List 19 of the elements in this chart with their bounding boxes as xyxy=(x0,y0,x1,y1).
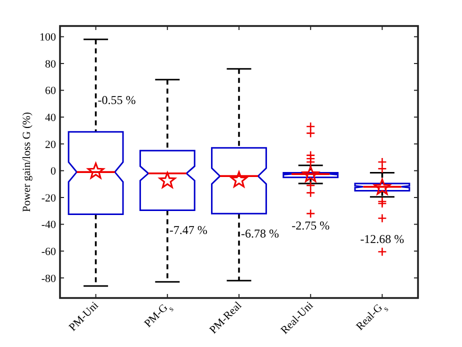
y-tick-label: 80 xyxy=(45,58,56,70)
point xyxy=(302,166,320,182)
y-tick-label: -80 xyxy=(41,272,56,285)
y-tick-label: 20 xyxy=(45,138,56,151)
point xyxy=(374,178,391,195)
y-tick-label: -60 xyxy=(41,246,56,258)
annotation: -0.55 % xyxy=(98,92,136,107)
point xyxy=(87,162,104,179)
y-tick-label: 0 xyxy=(50,166,56,178)
y-tick-label: 40 xyxy=(45,112,56,124)
y-tick-label: 60 xyxy=(45,85,56,98)
annotation: -12.68 % xyxy=(360,232,404,246)
annotation: -2.75 % xyxy=(292,218,330,232)
y-tick-label: -20 xyxy=(41,192,56,204)
annotation: -7.47 % xyxy=(169,223,208,238)
y-tick-label: 100 xyxy=(40,32,56,44)
y-tick-label: -40 xyxy=(41,219,56,232)
y-axis-title: Power gain/loss G (%) xyxy=(21,112,33,212)
annotation: -6.78 % xyxy=(241,226,279,241)
